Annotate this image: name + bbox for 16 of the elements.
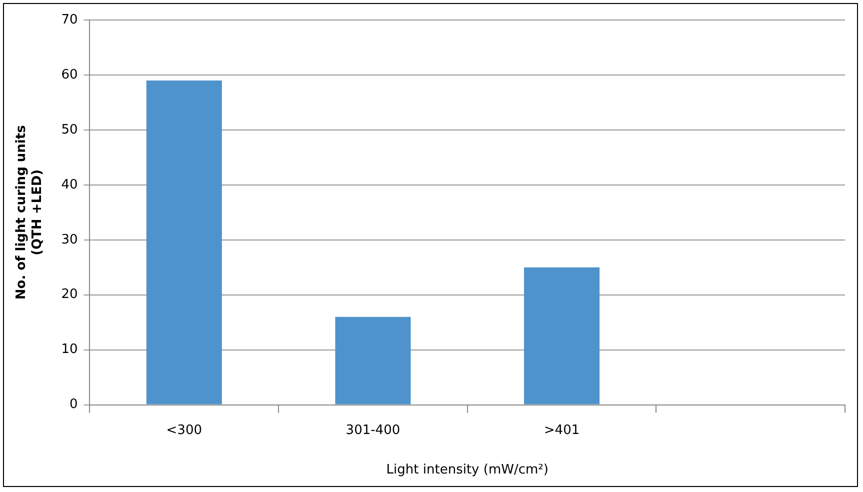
x-tick-label: 301-400 [346,422,400,438]
bar [335,316,411,404]
y-tick-label: 50 [61,122,78,138]
y-tick-label: 30 [61,232,78,248]
y-tick-label: 0 [69,397,78,412]
x-tick-label: >401 [544,422,580,438]
bar [524,267,600,404]
y-tick-label: 10 [61,342,78,358]
y-tick-label: 60 [61,67,78,82]
y-axis-title: No. of light curing units (QTH +LED) [14,124,45,300]
y-tick-label: 70 [61,12,78,28]
x-axis-title: Light intensity (mW/cm²) [386,462,548,478]
y-tick-label: 20 [61,287,78,302]
y-tick-label: 40 [61,177,78,192]
bar [146,80,222,404]
x-tick-label: <300 [166,422,202,438]
